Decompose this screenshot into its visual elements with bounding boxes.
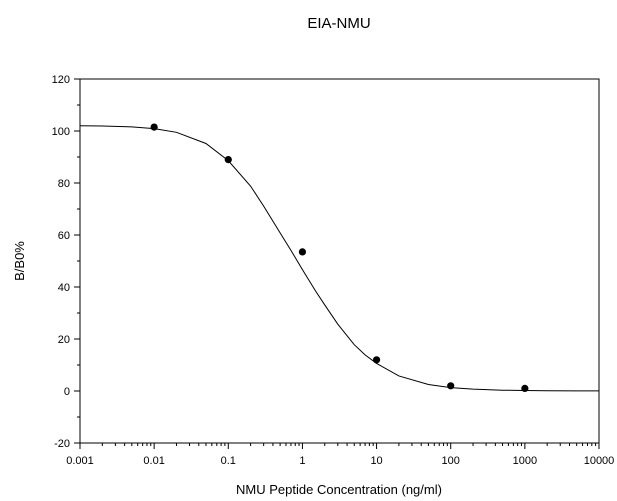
x-axis: 0.001 0.01 0.1 1 10 100 1000 10000: [66, 443, 614, 467]
chart-title: EIA-NMU: [307, 15, 370, 32]
data-point: [298, 248, 307, 256]
y-tick-label: 0: [64, 386, 70, 398]
y-axis: -20 0 20 40 60 80 100 120: [52, 74, 80, 450]
x-axis-label: NMU Peptide Concentration (ng/ml): [236, 482, 442, 497]
fit-curve-line: [79, 125, 600, 392]
plot-area: [79, 78, 600, 444]
y-tick-label: 80: [58, 178, 70, 190]
x-tick-label: 1: [299, 455, 305, 467]
fit-curve: [79, 125, 600, 392]
x-tick-label: 0.1: [221, 455, 236, 467]
data-point: [224, 156, 232, 164]
y-tick-label: 40: [58, 282, 70, 294]
data-point: [372, 356, 381, 364]
x-tick-label: 0.001: [66, 455, 94, 467]
data-point: [521, 384, 529, 392]
data-point: [150, 123, 158, 131]
y-tick-label: 120: [52, 74, 70, 86]
y-axis-label: B/B0%: [12, 241, 27, 281]
y-tick-label: 100: [52, 126, 70, 138]
y-tick-label: -20: [54, 438, 70, 450]
x-tick-label: 0.01: [143, 455, 164, 467]
x-tick-label: 1000: [513, 455, 537, 467]
plot-frame: [79, 78, 600, 444]
x-tick-label: 10: [370, 455, 382, 467]
y-tick-label: 20: [58, 334, 70, 346]
x-tick-label: 10000: [584, 455, 615, 467]
data-points: [150, 123, 529, 392]
y-tick-label: 60: [58, 230, 70, 242]
data-point: [447, 382, 455, 390]
x-tick-label: 100: [442, 455, 460, 467]
